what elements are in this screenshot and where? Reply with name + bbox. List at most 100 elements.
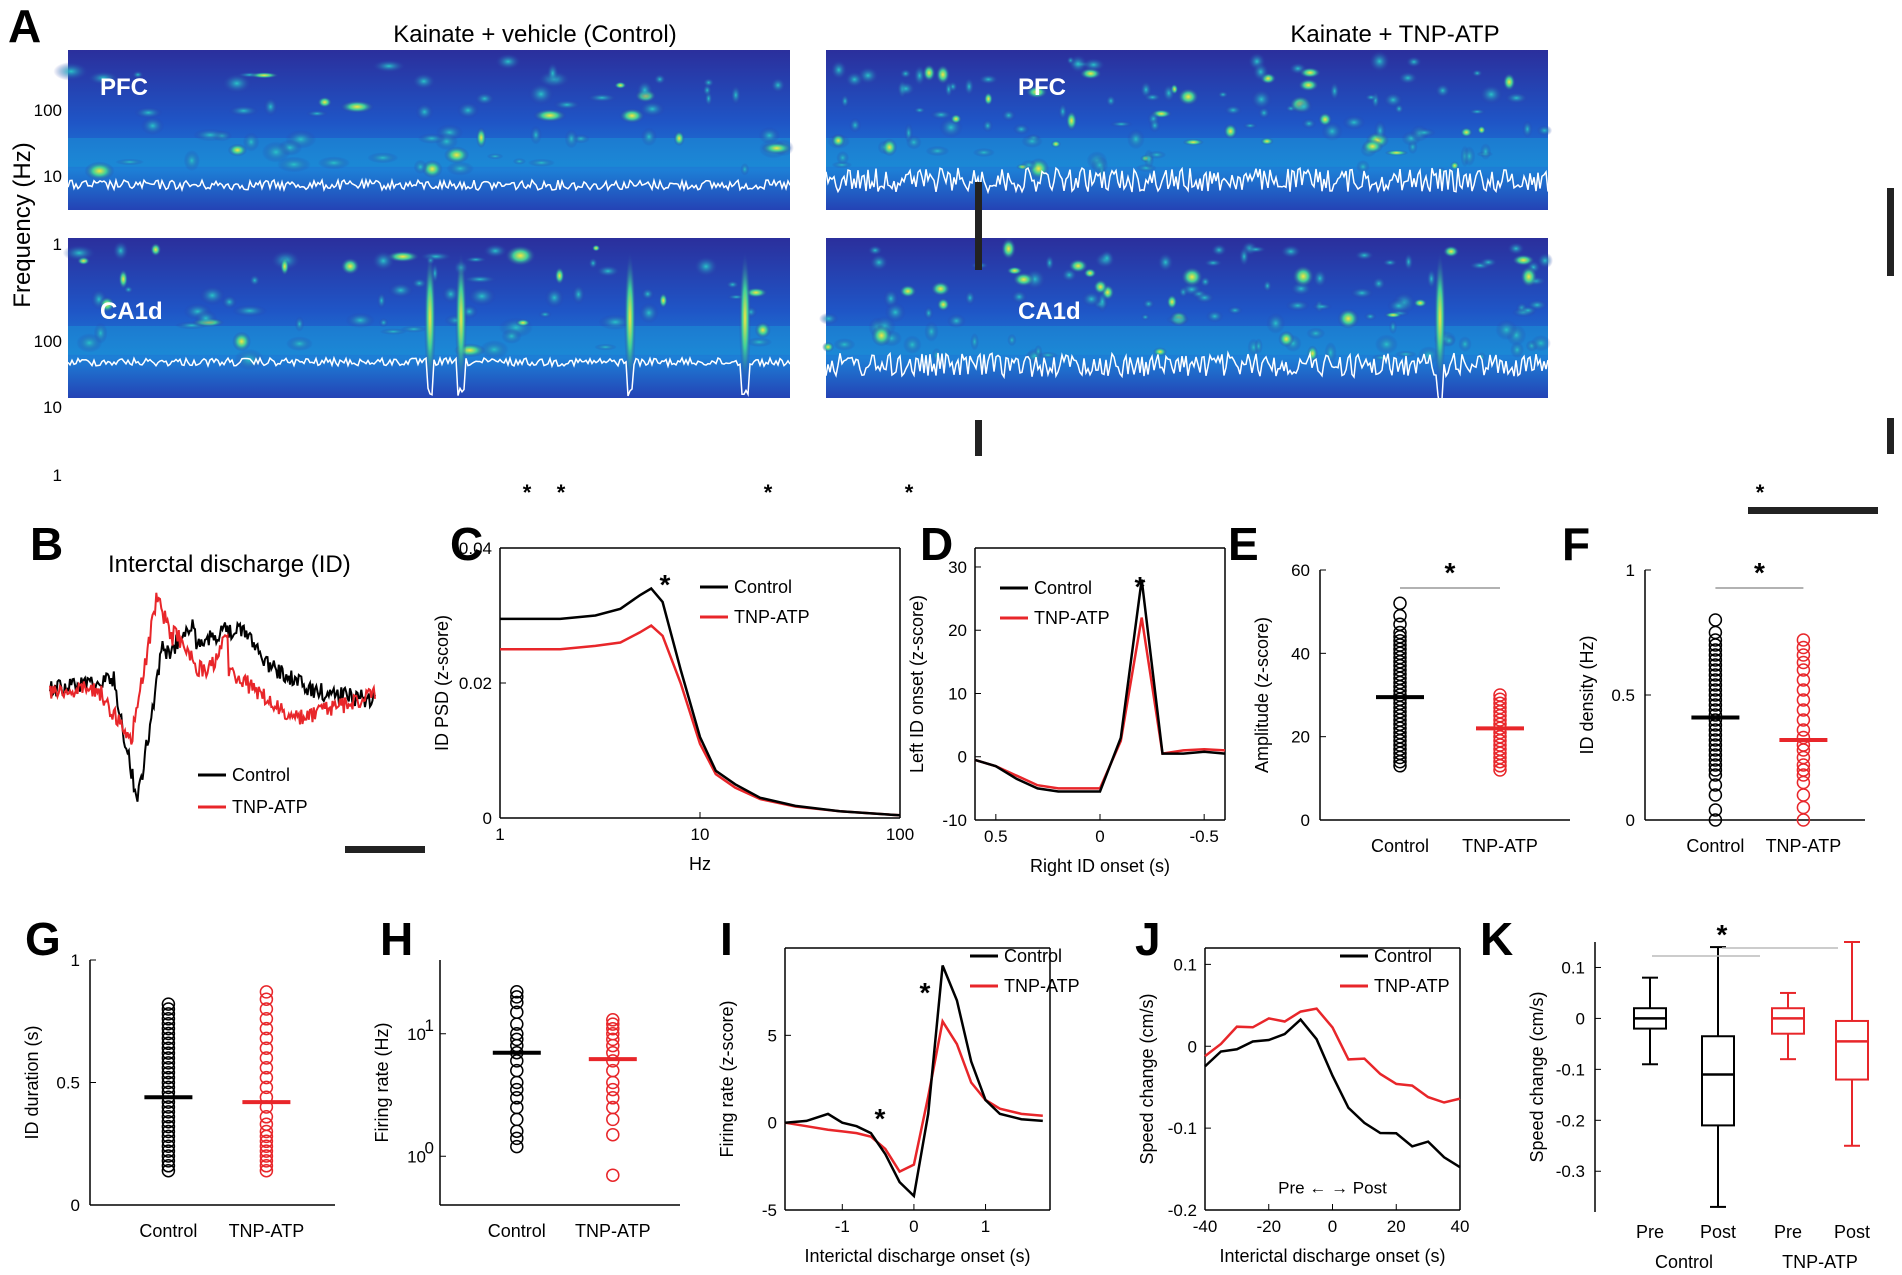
spectrogram-blob <box>1301 118 1317 129</box>
data-point-control <box>1708 708 1723 722</box>
y-tick-label: 20 <box>948 621 967 640</box>
data-point-control <box>161 1139 176 1153</box>
spectrogram-blob <box>1361 139 1384 154</box>
series-line-tnpatp <box>500 624 901 817</box>
data-point-control <box>1708 693 1723 707</box>
panel-letter-a: A <box>8 0 41 52</box>
spectrogram-blob <box>467 286 497 307</box>
freq-tick-100-top: 100 <box>34 101 62 120</box>
spectrogram-blob <box>227 143 248 157</box>
spectrogram-blob <box>1318 112 1333 127</box>
spectrogram-blob <box>150 242 162 257</box>
data-point-tnp <box>259 1134 274 1149</box>
spectrogram-blob <box>730 85 742 106</box>
y-tick-label: 40 <box>1291 644 1310 663</box>
lfp-trace <box>825 350 1549 407</box>
spectrogram-blob <box>501 328 522 344</box>
spectrogram-blob <box>1337 308 1360 329</box>
spectrogram-blob <box>614 81 627 90</box>
spectrogram-blob <box>944 80 953 98</box>
data-point-control <box>1708 673 1723 687</box>
spectrogram-blob <box>831 133 846 148</box>
y-tick-label: 0.04 <box>459 539 492 558</box>
spectrogram-blob <box>1091 156 1109 174</box>
data-point-control <box>1708 633 1723 647</box>
spectrogram-blob <box>474 92 495 106</box>
y-tick-label: 0 <box>1301 811 1310 830</box>
data-point-control <box>1393 609 1407 623</box>
spectrogram-blob <box>76 333 103 353</box>
x-tick-label: 40 <box>1451 1217 1470 1236</box>
data-point-tnp <box>1796 640 1811 655</box>
data-point-control <box>510 1091 524 1105</box>
spectrogram-blob <box>884 302 906 323</box>
spectrogram-blob <box>1217 90 1229 99</box>
spectrogram-blob <box>419 251 453 262</box>
spectrogram-blob <box>456 102 480 119</box>
data-point-control <box>1708 698 1723 712</box>
panel-a-ylabel: Frequency (Hz) <box>9 142 36 307</box>
spectrogram-blob <box>442 285 460 304</box>
spectrogram-blob <box>1262 279 1272 293</box>
y-tick-label: 0 <box>1576 1009 1585 1028</box>
spectrogram-group <box>53 50 1553 407</box>
spectrogram-blob <box>1162 83 1176 103</box>
y-axis-label: ID density (Hz) <box>1577 635 1597 754</box>
spectrogram-blob <box>505 245 536 267</box>
spectrogram-blob <box>118 269 129 290</box>
data-point-tnp <box>1796 648 1811 662</box>
series-line-tnpatp <box>784 1018 1043 1174</box>
spectrogram-blob <box>194 309 218 327</box>
spectrogram-blob <box>983 92 994 106</box>
y-tick-label: -0.3 <box>1556 1162 1585 1181</box>
panel-a-right-title: Kainate + TNP-ATP <box>1290 21 1499 48</box>
spectrogram-blob <box>1166 294 1178 310</box>
spectrogram-blob <box>306 110 328 118</box>
data-point-tnp <box>259 1154 274 1168</box>
data-point-control <box>1708 648 1723 662</box>
spectrogram-blob <box>1013 123 1030 135</box>
x-tick-label: 10 <box>691 825 710 844</box>
data-point-control <box>1708 728 1723 742</box>
spectrogram-blob <box>1177 87 1200 106</box>
spectrogram-blob <box>1194 292 1215 304</box>
data-point-tnp <box>259 1159 274 1173</box>
data-point-control <box>510 990 524 1004</box>
series-line-control <box>974 579 1226 793</box>
y-tick-label: 0.5 <box>1611 686 1635 705</box>
spectrogram-blob <box>1387 298 1410 314</box>
spectrogram-blob <box>231 304 268 317</box>
data-point-control <box>161 1100 176 1114</box>
data-point-tnp <box>1493 688 1507 702</box>
data-point-tnp <box>259 1080 274 1095</box>
data-point-control <box>161 1026 176 1041</box>
data-point-control <box>1708 788 1723 802</box>
y-tick-label: -10 <box>942 811 967 830</box>
spectrogram-blob <box>925 145 950 157</box>
legend-b-tnp: TNP-ATP <box>232 797 308 817</box>
spectrogram-blob <box>112 240 129 261</box>
spectrogram-blob <box>1082 57 1106 72</box>
panel-letter-b: B <box>30 518 63 570</box>
y-tick-label: 10 <box>407 1147 426 1166</box>
spectrogram-pfc-control <box>53 50 794 210</box>
spectrogram-blob <box>84 161 115 181</box>
x-tick-label: 0.5 <box>984 827 1008 846</box>
y-tick-label: 0.1 <box>1561 958 1585 977</box>
spectrogram-blob <box>1502 73 1516 91</box>
data-point-control <box>161 1007 176 1021</box>
panel-letter-g: G <box>25 913 61 965</box>
category-label: Pre <box>1774 1222 1802 1242</box>
spectrogram-blob <box>339 100 375 114</box>
y-tick-label: 0.02 <box>459 674 492 693</box>
x-tick-label: 100 <box>886 825 914 844</box>
data-point-tnp <box>606 1127 620 1142</box>
y-tick-label: -5 <box>762 1201 777 1220</box>
data-point-control <box>161 1144 176 1158</box>
spectrogram-blob <box>1463 146 1476 167</box>
category-label: Pre <box>1636 1222 1664 1242</box>
data-point-control <box>161 1159 176 1173</box>
id-star-2: * <box>557 480 566 505</box>
